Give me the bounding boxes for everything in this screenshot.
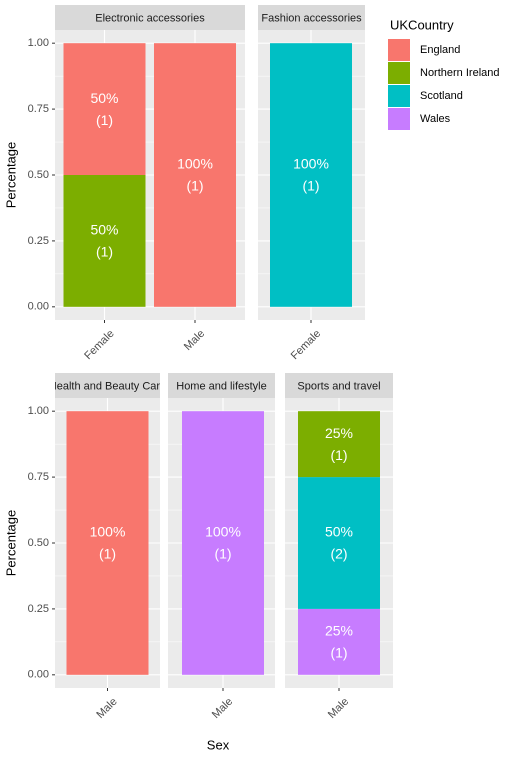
- legend-key: [388, 108, 410, 130]
- legend-key: [388, 39, 410, 61]
- data-label: 100%: [177, 156, 213, 172]
- bar-segment: [270, 43, 352, 307]
- y-axis-label: Percentage: [3, 142, 18, 209]
- facet-title: Home and lifestyle: [176, 380, 267, 392]
- bar-segment: [298, 411, 380, 478]
- facet-title: Sports and travel: [297, 380, 380, 392]
- data-label: 50%: [90, 222, 118, 238]
- count-label: (1): [330, 447, 347, 463]
- bar-segment: [63, 175, 146, 307]
- legend-label: Northern Ireland: [420, 67, 500, 79]
- x-axis-label: Sex: [207, 737, 230, 752]
- data-label: 50%: [90, 90, 118, 106]
- facet-strip: [168, 373, 275, 398]
- facet-title: Health and Beauty Care: [49, 380, 166, 392]
- y-tick-label: 0.25: [28, 603, 49, 615]
- legend-label: England: [420, 44, 460, 56]
- count-label: (1): [99, 546, 116, 562]
- legend-key: [388, 62, 410, 84]
- legend-title: UKCountry: [390, 17, 454, 32]
- legend-label: Wales: [420, 113, 451, 125]
- y-axis-label: Percentage: [3, 510, 18, 577]
- legend-key: [388, 85, 410, 107]
- facet-title: Fashion accessories: [261, 12, 362, 24]
- facet-strip: [285, 373, 393, 398]
- data-label: 50%: [325, 524, 353, 540]
- y-tick-label: 0.00: [28, 669, 49, 681]
- count-label: (1): [186, 178, 203, 194]
- bar-segment: [66, 411, 149, 675]
- x-tick-label: Male: [182, 328, 207, 353]
- bar-segment: [182, 411, 264, 675]
- count-label: (1): [330, 645, 347, 661]
- y-tick-label: 0.75: [28, 471, 49, 483]
- x-tick-label: Female: [82, 328, 116, 362]
- count-label: (1): [96, 244, 113, 260]
- count-label: (2): [330, 546, 347, 562]
- data-label: 25%: [325, 623, 353, 639]
- x-tick-label: Male: [210, 696, 235, 721]
- count-label: (1): [214, 546, 231, 562]
- y-tick-label: 1.00: [28, 405, 49, 417]
- facet-strip: [55, 373, 160, 398]
- x-tick-label: Male: [94, 696, 119, 721]
- data-label: 25%: [325, 425, 353, 441]
- facet-title: Electronic accessories: [95, 12, 205, 24]
- y-tick-label: 0.75: [28, 103, 49, 115]
- count-label: (1): [96, 112, 113, 128]
- y-tick-label: 0.25: [28, 235, 49, 247]
- y-tick-label: 1.00: [28, 37, 49, 49]
- bar-segment: [298, 608, 380, 675]
- bar-segment: [298, 477, 380, 609]
- count-label: (1): [302, 178, 319, 194]
- bar-segment: [154, 43, 236, 307]
- data-label: 100%: [293, 156, 329, 172]
- y-tick-label: 0.50: [28, 537, 49, 549]
- x-tick-label: Female: [289, 328, 323, 362]
- x-tick-label: Male: [326, 696, 351, 721]
- bar-segment: [63, 43, 146, 175]
- y-tick-label: 0.50: [28, 169, 49, 181]
- legend-label: Scotland: [420, 90, 463, 102]
- data-label: 100%: [90, 524, 126, 540]
- facet-strip: [55, 5, 245, 30]
- facet-strip: [258, 5, 365, 30]
- y-tick-label: 0.00: [28, 301, 49, 313]
- data-label: 100%: [205, 524, 241, 540]
